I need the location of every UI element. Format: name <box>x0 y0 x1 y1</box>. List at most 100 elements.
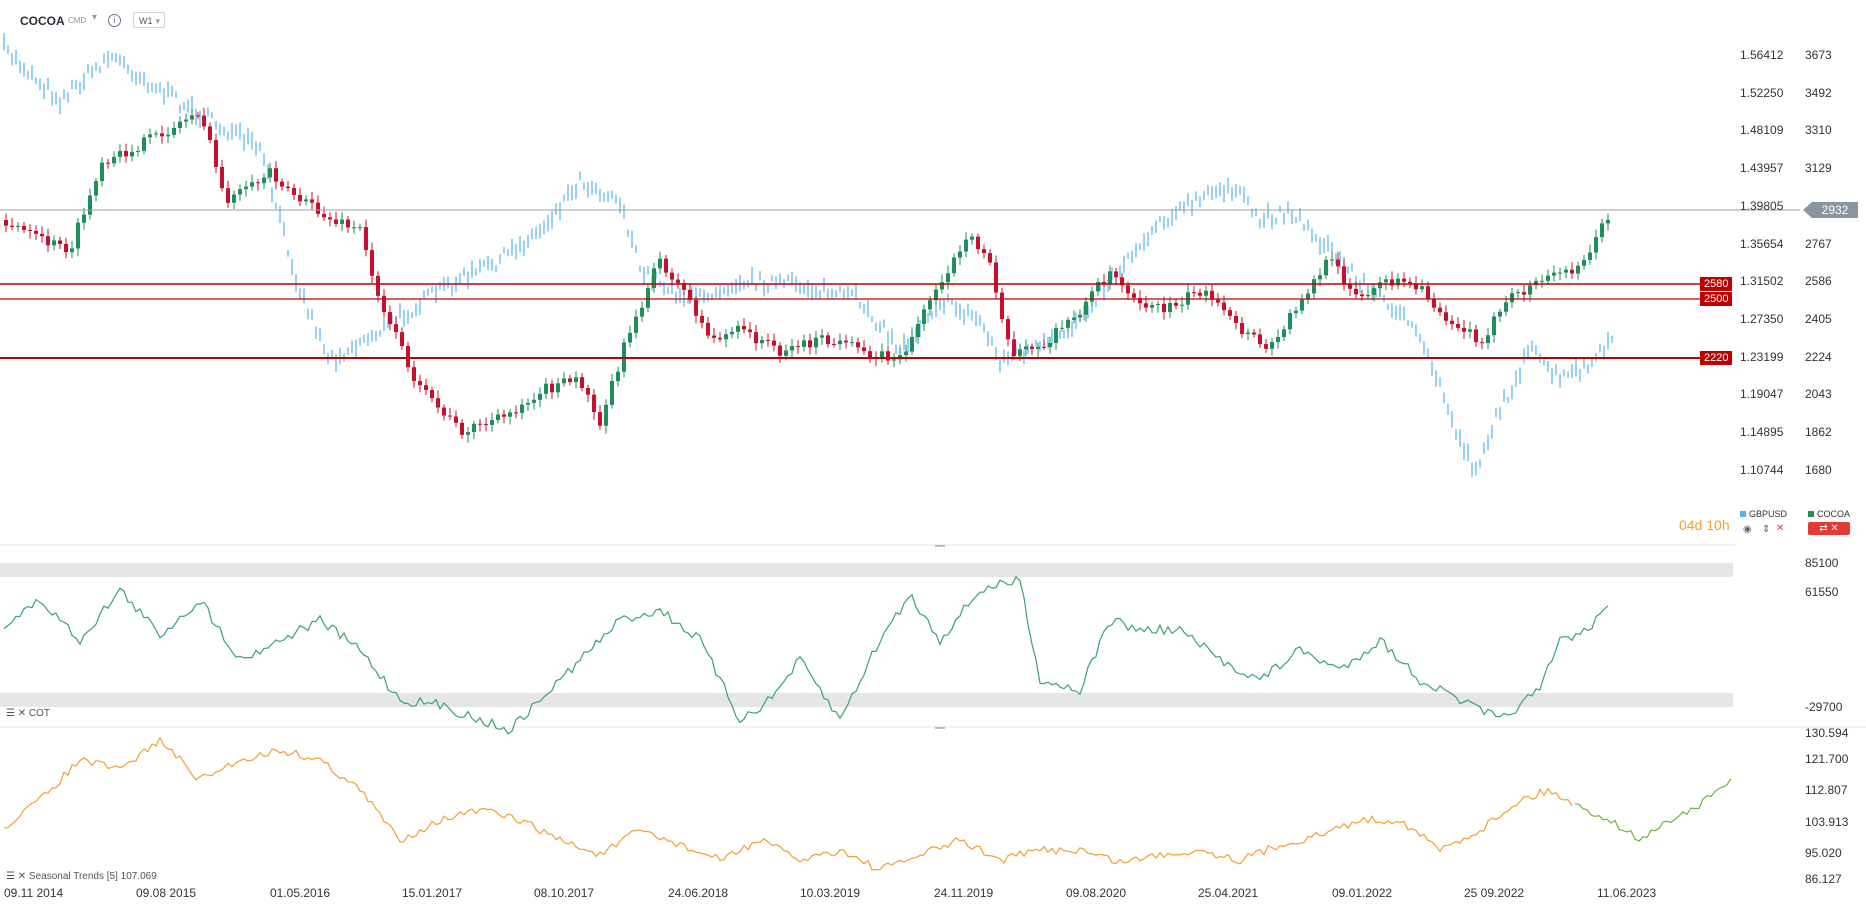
candle-body <box>178 121 182 128</box>
candle-body <box>160 133 164 137</box>
cocoa-axis-label: 2224 <box>1805 350 1832 364</box>
level-tag[interactable]: 2500 <box>1700 292 1733 306</box>
reorder-icon[interactable]: ⇕ <box>1762 524 1771 535</box>
candle-body <box>1342 266 1346 285</box>
level-tag[interactable]: 2580 <box>1700 277 1733 291</box>
legend-cocoa[interactable]: COCOA <box>1808 509 1850 519</box>
candle-body <box>508 412 512 417</box>
candle-body <box>340 219 344 224</box>
candle-body <box>1084 301 1088 315</box>
seasonal-axis-label: 103.913 <box>1805 815 1849 829</box>
cocoa-axis-label: 3310 <box>1805 123 1832 137</box>
candle-body <box>1426 286 1430 300</box>
candle-body <box>1120 277 1124 286</box>
cot-line <box>3 575 1609 735</box>
date-axis-label: 10.03.2019 <box>800 886 861 900</box>
symbol-name[interactable]: COCOA <box>20 14 65 28</box>
cocoa-axis-label: 2767 <box>1805 237 1832 251</box>
candle-body <box>1552 272 1556 276</box>
close-icon[interactable]: ✕ <box>17 871 27 882</box>
candle-body <box>1210 290 1214 300</box>
candle-body <box>1096 282 1100 292</box>
info-icon[interactable]: i <box>108 14 121 27</box>
candle-body <box>1396 278 1400 286</box>
candle-body <box>946 273 950 283</box>
candle-body <box>832 344 836 346</box>
candle-body <box>1018 349 1022 356</box>
candle-body <box>136 150 140 152</box>
cot-label-text: COT <box>28 708 51 719</box>
candle-body <box>1108 271 1112 284</box>
date-axis-label: 09.08 2015 <box>136 886 197 900</box>
date-axis-label: 01.05.2016 <box>270 886 331 900</box>
seasonal-axis-label: 130.594 <box>1805 726 1849 740</box>
bar-countdown: 04d 10h <box>1679 517 1730 533</box>
candle-body <box>1402 278 1406 282</box>
candle-body <box>1378 282 1382 289</box>
cocoa-axis-label: 1862 <box>1805 425 1832 439</box>
price-axis-label: 1.39805 <box>1740 199 1784 213</box>
settings-icon[interactable]: ☰ <box>6 871 15 882</box>
candle-body <box>1606 219 1610 224</box>
candle-body <box>988 253 992 263</box>
candle-body <box>106 162 110 164</box>
eye-icon[interactable]: ◉ <box>1743 524 1752 535</box>
seasonal-axis-label: 112.807 <box>1805 783 1848 797</box>
candle-body <box>1432 299 1436 308</box>
candle-body <box>778 345 782 356</box>
seasonal-axis-label: 121.700 <box>1805 752 1849 766</box>
date-axis-label: 15.01.2017 <box>402 886 463 900</box>
candle-body <box>1216 299 1220 303</box>
candle-body <box>286 186 290 189</box>
close-icon[interactable]: ✕ <box>17 708 27 719</box>
legend-gbpusd[interactable]: GBPUSD <box>1740 509 1787 519</box>
candle-body <box>1090 291 1094 302</box>
candle-body <box>586 388 590 395</box>
candle-body <box>1570 269 1574 274</box>
candle-body <box>790 346 794 351</box>
settings-icon[interactable]: ☰ <box>6 708 15 719</box>
level-tag[interactable]: 2220 <box>1700 351 1733 365</box>
cot-indicator-label[interactable]: ☰ ✕ COT <box>6 708 50 719</box>
symbol-dropdown-icon[interactable]: ▾ <box>92 12 98 23</box>
candle-body <box>1588 252 1592 260</box>
candle-body <box>1492 316 1496 336</box>
candle-body <box>604 404 608 426</box>
candle-body <box>436 398 440 408</box>
candle-body <box>1498 311 1502 317</box>
candle-body <box>232 194 236 203</box>
candle-body <box>1252 332 1256 335</box>
candle-body <box>1354 288 1358 295</box>
candle-body <box>388 312 392 325</box>
candle-body <box>1582 259 1586 266</box>
price-axis-label: 1.52250 <box>1740 86 1784 100</box>
candle-body <box>1180 304 1184 306</box>
candle-body <box>1456 324 1460 328</box>
candle-body <box>1114 271 1118 278</box>
candle-body <box>382 295 386 313</box>
countdown-h: h <box>1721 517 1730 533</box>
candle-body <box>1324 259 1328 276</box>
seasonal-indicator-label[interactable]: ☰ ✕ Seasonal Trends [5] 107.069 <box>6 871 157 882</box>
candle-body <box>100 162 104 182</box>
candle-body <box>214 140 218 167</box>
timeframe-select[interactable]: W1 ▾ <box>133 12 165 28</box>
candle-body <box>1138 297 1142 304</box>
candle-body <box>1222 302 1226 311</box>
date-axis-label: 09.11 2014 <box>4 886 64 900</box>
current-price-tag: 2932 <box>1803 202 1858 218</box>
candle-body <box>910 337 914 352</box>
candle-body <box>1558 272 1562 274</box>
candle-body <box>1414 283 1418 290</box>
candle-body <box>484 424 488 426</box>
cot-axis-label: 61550 <box>1805 585 1839 599</box>
candle-body <box>124 150 128 157</box>
close-icon[interactable]: ✕ <box>1776 523 1785 534</box>
remove-series-button[interactable]: ⇄ ✕ <box>1808 522 1850 535</box>
candle-body <box>814 337 818 348</box>
candle-body <box>280 181 284 187</box>
candle-body <box>1540 280 1544 282</box>
candle-body <box>526 402 530 405</box>
